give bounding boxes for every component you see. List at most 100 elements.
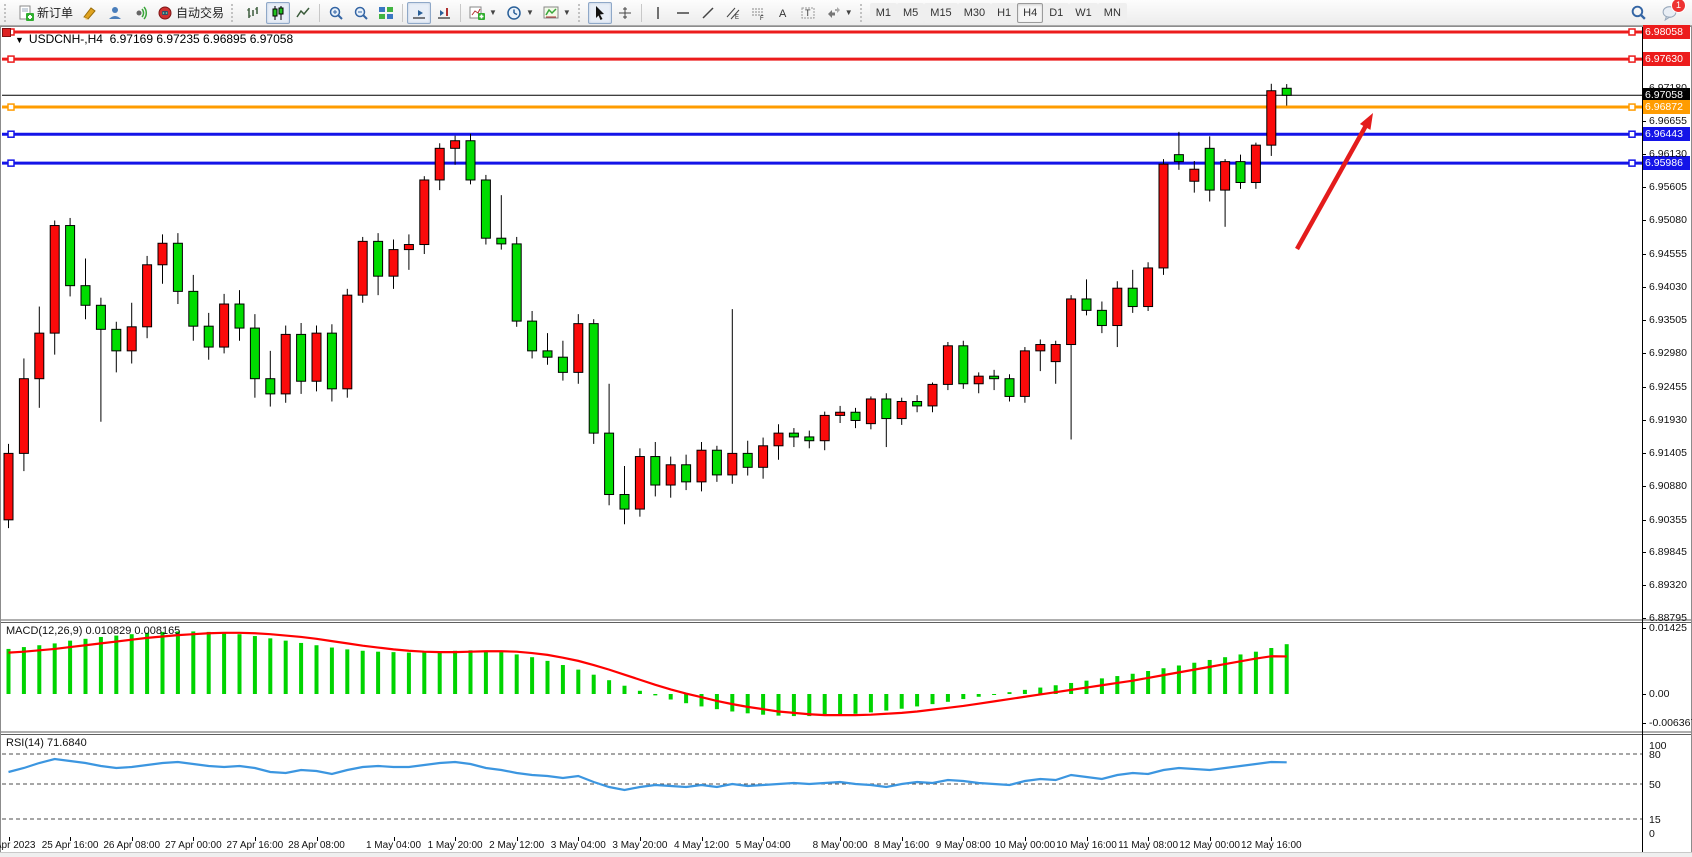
price-tick-mark — [1642, 253, 1646, 255]
date-tick-label: 11 May 08:00 — [1118, 840, 1179, 851]
price-tick-label: 6.89320 — [1649, 579, 1687, 592]
price-tick-label: 6.95605 — [1649, 181, 1687, 194]
chart-shift-button[interactable] — [432, 2, 456, 24]
chart-ohlc-values: 6.97169 6.97235 6.96895 6.97058 — [109, 32, 294, 46]
price-tick-mark — [1642, 618, 1646, 620]
indicators-button[interactable]: ▼ — [465, 2, 501, 24]
date-tick-label: 5 May 04:00 — [735, 840, 791, 851]
broadcast-button[interactable] — [128, 2, 152, 24]
date-tick-mark — [763, 837, 765, 841]
price-tick-label: 6.91930 — [1649, 413, 1687, 426]
timeframe-button-D1[interactable]: D1 — [1043, 2, 1070, 23]
timeframe-button-M5[interactable]: M5 — [897, 2, 925, 23]
trendline-button[interactable] — [696, 2, 720, 24]
rsi-tick-label: 50 — [1649, 779, 1661, 791]
macd-indicator-label: MACD(12,26,9) 0.010829 0.008165 — [6, 625, 181, 637]
price-tick-mark — [1642, 486, 1646, 488]
candlestick-chart-button[interactable] — [266, 1, 291, 24]
timeframe-button-H1[interactable]: H1 — [991, 2, 1018, 23]
date-tick-label: 8 May 16:00 — [874, 840, 930, 851]
chevron-down-icon: ▼ — [489, 8, 497, 17]
notifications-button[interactable]: 1 — [1657, 0, 1686, 24]
timeframe-button-H4[interactable]: H4 — [1017, 2, 1044, 23]
date-tick-label: 3 May 04:00 — [550, 840, 606, 851]
date-tick-mark — [131, 837, 133, 841]
toolbar-grip — [577, 3, 585, 22]
date-tick-mark — [1271, 837, 1273, 841]
timeframe-button-W1[interactable]: W1 — [1069, 2, 1098, 23]
rsi-tick-label: 100 — [1649, 740, 1667, 752]
vertical-line-button[interactable] — [646, 2, 670, 24]
zoom-out-button[interactable] — [349, 2, 373, 24]
chart-canvas[interactable] — [1, 27, 1691, 853]
date-tick-label: 8 May 00:00 — [812, 840, 868, 851]
fibonacci-button[interactable]: F — [746, 2, 770, 24]
periods-button[interactable]: ▼ — [502, 2, 538, 24]
date-tick-mark — [963, 837, 965, 841]
text-button[interactable]: A — [771, 2, 795, 24]
price-tick-label: 6.96655 — [1649, 114, 1687, 127]
metaeditor-button[interactable] — [78, 2, 102, 24]
toolbar-right-group: 1 — [1626, 0, 1690, 24]
price-tick-mark — [1642, 386, 1646, 388]
date-tick-label: 12 May 00:00 — [1179, 840, 1240, 851]
arrows-button[interactable]: ▼ — [821, 2, 857, 24]
chart-symbol-period: USDCNH-,H4 — [28, 32, 103, 46]
chart-menu-arrow-icon[interactable]: ▼ — [15, 35, 24, 45]
autotrading-button[interactable]: 自动交易 — [153, 2, 228, 24]
rsi-tick-label: 0 — [1649, 828, 1655, 840]
date-tick-label: 3 May 20:00 — [612, 840, 668, 851]
search-button[interactable] — [1626, 2, 1651, 24]
price-tick-label: 6.94555 — [1649, 247, 1687, 260]
price-tick-label: 6.90880 — [1649, 480, 1687, 493]
templates-button[interactable]: ▼ — [539, 2, 575, 24]
zoom-in-button[interactable] — [324, 2, 348, 24]
new-order-label: 新订单 — [37, 6, 74, 20]
date-tick-label: 28 Apr 08:00 — [288, 840, 345, 851]
bar-chart-button[interactable] — [241, 2, 265, 24]
date-tick-mark — [455, 837, 457, 841]
price-tick-mark — [1642, 551, 1646, 553]
chevron-down-icon: ▼ — [525, 8, 534, 17]
price-tick-label: 6.97180 — [1649, 81, 1687, 94]
price-tick-label: 6.94030 — [1649, 280, 1687, 293]
line-chart-button[interactable] — [291, 2, 315, 24]
auto-scroll-button[interactable] — [407, 1, 432, 24]
svg-text:F: F — [760, 16, 764, 21]
current-price-badge: 6.97058 — [1643, 88, 1690, 103]
crosshair-button[interactable] — [613, 2, 637, 24]
new-order-button[interactable]: 新订单 — [14, 2, 77, 24]
cursor-button[interactable] — [587, 1, 612, 24]
date-tick-label: 12 May 16:00 — [1240, 840, 1302, 851]
svg-text:T: T — [805, 8, 811, 18]
text-label-button[interactable]: T — [796, 2, 820, 24]
profile-icon — [107, 5, 123, 21]
date-tick-mark — [516, 837, 518, 841]
timeframe-button-M15[interactable]: M15 — [924, 2, 958, 23]
timeframe-group: M1 M5 M15 M30 H1 H4 D1 W1 MN — [869, 2, 1127, 23]
price-tick-label: 6.89845 — [1649, 545, 1687, 558]
rsi-tick-label: 15 — [1649, 814, 1661, 826]
price-tick-mark — [1642, 585, 1646, 587]
chevron-down-icon: ▼ — [844, 8, 853, 17]
date-tick-label: 10 May 16:00 — [1056, 840, 1117, 851]
level-price-badge: 6.96443 — [1643, 127, 1690, 142]
toolbar-grip — [231, 3, 238, 22]
toolbar-separator — [460, 3, 462, 22]
chart-window[interactable]: ▼ USDCNH-,H4 6.97169 6.97235 6.96895 6.97… — [0, 25, 1692, 854]
horizontal-line-button[interactable] — [671, 2, 695, 24]
price-tick-label: 6.91405 — [1649, 447, 1687, 460]
macd-tick-mark — [1642, 723, 1646, 725]
timeframe-button-M30[interactable]: M30 — [957, 2, 992, 23]
date-tick-label: 2 May 12:00 — [489, 840, 545, 851]
date-tick-mark — [8, 837, 10, 841]
price-axis[interactable] — [1642, 27, 1691, 853]
level-price-badge: 6.95986 — [1643, 156, 1690, 171]
equidistant-channel-button[interactable]: E — [721, 2, 745, 24]
timeframe-button-MN[interactable]: MN — [1097, 2, 1127, 23]
rsi-tick-label: 80 — [1649, 749, 1661, 761]
level-price-badge: 6.98058 — [1643, 25, 1690, 39]
profile-button[interactable] — [103, 2, 127, 24]
timeframe-button-M1[interactable]: M1 — [869, 2, 897, 23]
tile-windows-button[interactable] — [374, 2, 398, 24]
